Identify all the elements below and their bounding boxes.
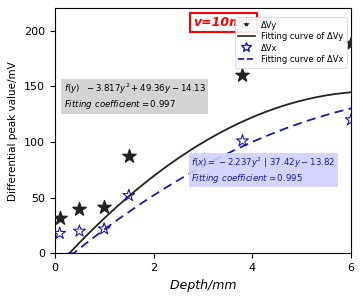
Text: v=10m/s: v=10m/s bbox=[193, 16, 254, 29]
Text: $f(x)=-2.237y^2\ |\ 37.42y-13.82$
$\it{Fitting\ coefficient}=0.995$: $f(x)=-2.237y^2\ |\ 37.42y-13.82$ $\it{F… bbox=[191, 155, 335, 184]
Text: $f(y)\ \ -3.817y^2+49.36y-14.13$
$\it{Fitting\ coefficient}=0.997$: $f(y)\ \ -3.817y^2+49.36y-14.13$ $\it{Fi… bbox=[64, 82, 206, 111]
Point bbox=[126, 193, 132, 198]
Y-axis label: Differential peak value/​mV: Differential peak value/​mV bbox=[8, 61, 19, 201]
Point bbox=[240, 73, 245, 78]
Point bbox=[101, 226, 107, 231]
Point bbox=[240, 139, 245, 143]
Point bbox=[57, 215, 62, 220]
X-axis label: Depth/​mm: Depth/​mm bbox=[170, 279, 236, 292]
Point bbox=[126, 154, 132, 159]
Point bbox=[101, 204, 107, 209]
Point bbox=[348, 40, 354, 45]
Point bbox=[57, 231, 62, 236]
Point bbox=[77, 206, 82, 211]
Point bbox=[348, 117, 354, 122]
Legend: ΔVy, Fitting curve of ΔVy, ΔVx, Fitting curve of ΔVx: ΔVy, Fitting curve of ΔVy, ΔVx, Fitting … bbox=[234, 17, 347, 68]
Point bbox=[77, 229, 82, 233]
